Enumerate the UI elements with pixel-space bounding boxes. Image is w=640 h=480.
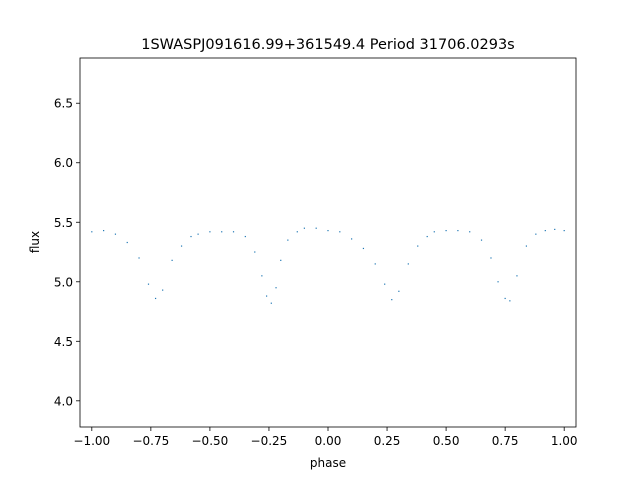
y-tick-label: 4.0 bbox=[54, 394, 73, 408]
data-point bbox=[544, 229, 546, 232]
x-tick-label: 0.25 bbox=[374, 434, 401, 448]
data-point bbox=[190, 235, 192, 238]
data-point bbox=[351, 238, 353, 240]
data-point bbox=[384, 283, 386, 285]
data-point bbox=[563, 229, 565, 232]
data-point bbox=[254, 251, 256, 253]
data-point bbox=[445, 229, 447, 232]
y-tick-label: 4.5 bbox=[54, 335, 73, 349]
data-point bbox=[469, 231, 471, 233]
data-point bbox=[525, 245, 527, 247]
data-point bbox=[339, 231, 341, 233]
data-point bbox=[391, 299, 393, 301]
data-point bbox=[362, 247, 365, 250]
y-tick-label: 5.0 bbox=[54, 275, 73, 289]
data-point bbox=[114, 233, 117, 235]
data-point bbox=[103, 229, 105, 232]
x-axis-ticks: −1.00 −0.75 −0.50 −0.25 0.00 0.25 0.50 0.75 1.00 bbox=[73, 427, 578, 448]
data-point bbox=[497, 281, 499, 283]
data-point bbox=[147, 283, 150, 285]
data-point bbox=[426, 235, 428, 238]
data-point bbox=[296, 231, 298, 233]
data-point bbox=[509, 300, 511, 302]
data-point bbox=[261, 275, 263, 277]
data-point bbox=[554, 228, 556, 231]
data-point bbox=[270, 302, 272, 304]
data-point bbox=[209, 231, 211, 233]
x-tick-label: −0.50 bbox=[192, 434, 229, 448]
y-tick-label: 5.5 bbox=[54, 216, 73, 230]
data-point bbox=[221, 231, 223, 233]
x-tick-label: −0.75 bbox=[132, 434, 169, 448]
data-point bbox=[480, 239, 483, 241]
data-point bbox=[535, 233, 537, 235]
data-point bbox=[287, 239, 289, 241]
data-point bbox=[265, 295, 268, 297]
x-tick-label: 1.00 bbox=[551, 434, 578, 448]
data-point bbox=[407, 263, 409, 265]
y-axis-label: flux bbox=[28, 231, 42, 253]
data-point bbox=[244, 235, 246, 238]
data-point bbox=[232, 231, 235, 233]
data-point bbox=[433, 231, 435, 233]
data-point bbox=[91, 231, 93, 233]
x-tick-label: −0.25 bbox=[251, 434, 288, 448]
y-axis-ticks: 4.0 4.5 5.0 5.5 6.0 6.5 bbox=[54, 97, 80, 408]
x-tick-label: 0.50 bbox=[433, 434, 460, 448]
data-point bbox=[315, 227, 317, 229]
data-point bbox=[457, 229, 459, 232]
data-point bbox=[171, 259, 173, 261]
data-point bbox=[162, 289, 164, 291]
plot-frame bbox=[79, 57, 577, 428]
y-tick-label: 6.5 bbox=[54, 97, 73, 111]
chart-title: 1SWASPJ091616.99+361549.4 Period 31706.0… bbox=[141, 37, 515, 53]
x-tick-label: −1.00 bbox=[73, 434, 110, 448]
data-point bbox=[180, 245, 183, 247]
data-point bbox=[398, 290, 400, 292]
data-point bbox=[327, 229, 329, 232]
data-point bbox=[154, 297, 157, 300]
data-point bbox=[126, 241, 128, 244]
x-tick-label: 0.00 bbox=[315, 434, 342, 448]
y-tick-label: 6.0 bbox=[54, 156, 73, 170]
data-point bbox=[374, 263, 376, 265]
data-points bbox=[91, 227, 565, 304]
data-point bbox=[303, 227, 305, 229]
data-point bbox=[280, 259, 282, 261]
data-point bbox=[504, 297, 506, 300]
x-tick-label: 0.75 bbox=[492, 434, 519, 448]
data-point bbox=[490, 257, 492, 259]
data-point bbox=[417, 245, 419, 247]
data-point bbox=[138, 257, 140, 259]
data-point bbox=[275, 287, 277, 289]
data-point bbox=[516, 275, 518, 277]
data-point bbox=[197, 233, 199, 235]
x-axis-label: phase bbox=[310, 456, 346, 470]
